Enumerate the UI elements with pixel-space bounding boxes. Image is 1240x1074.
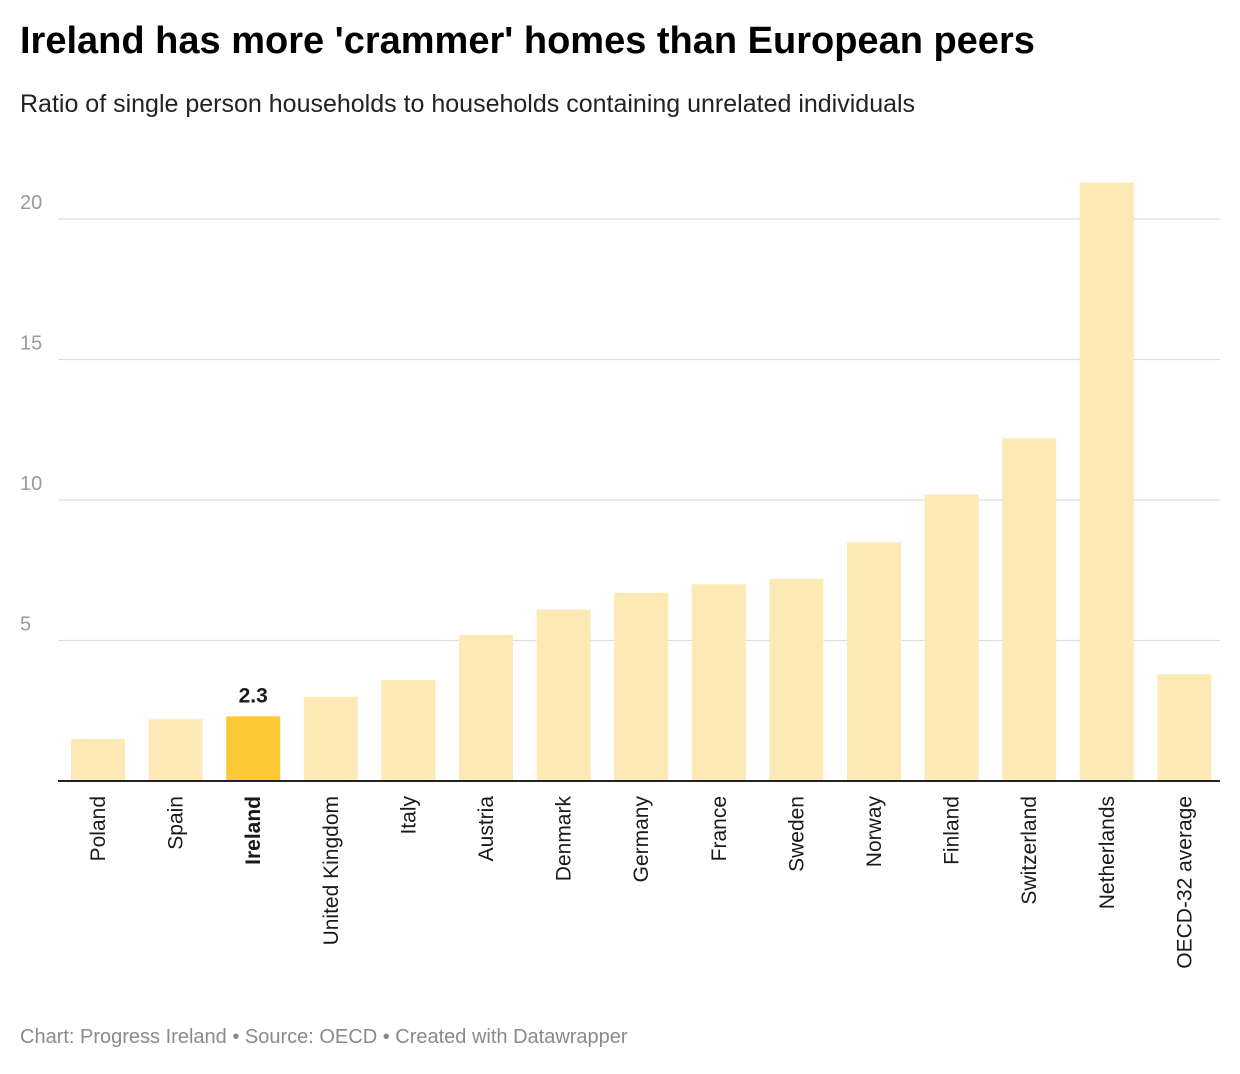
category-label-italy: Italy	[397, 796, 420, 835]
bar-denmark	[536, 609, 591, 781]
data-labels: 2.3	[239, 684, 268, 707]
bar-sweden	[769, 578, 824, 781]
chart-footer: Chart: Progress Ireland • Source: OECD •…	[20, 1026, 628, 1048]
data-label-ireland: 2.3	[239, 684, 268, 707]
bar-ireland	[226, 716, 281, 781]
y-tick-label-20: 20	[20, 192, 42, 214]
category-labels: Poland Spain Ireland United Kingdom Italy Aus…	[87, 796, 1196, 969]
bar-oecd-32-average	[1157, 674, 1212, 781]
category-label-poland: Poland	[87, 796, 110, 861]
y-tick-label-5: 5	[20, 614, 31, 636]
category-label-austria: Austria	[475, 796, 498, 862]
category-label-netherlands: Netherlands	[1096, 796, 1119, 909]
category-label-switzerland: Switzerland	[1018, 796, 1041, 905]
category-label-sweden: Sweden	[785, 796, 808, 872]
bar-austria	[459, 634, 513, 781]
bar-norway	[847, 542, 901, 781]
category-label-denmark: Denmark	[553, 796, 576, 882]
category-label-germany: Germany	[630, 796, 653, 883]
category-label-ireland: Ireland	[242, 796, 265, 865]
category-label-france: France	[708, 796, 731, 861]
category-label-spain: Spain	[165, 796, 188, 850]
y-tick-label-10: 10	[20, 473, 42, 495]
bar-finland	[924, 494, 979, 781]
bar-netherlands	[1079, 182, 1134, 782]
bar-united-kingdom	[303, 696, 358, 781]
bar-spain	[148, 719, 203, 781]
chart-title: Ireland has more 'crammer' homes than Eu…	[20, 20, 1035, 62]
category-label-united-kingdom: United Kingdom	[320, 796, 343, 945]
bar-france	[691, 584, 746, 781]
category-label-norway: Norway	[863, 796, 886, 868]
bar-poland	[71, 738, 125, 781]
bar-chart: 5 10 15 20 2.3 Poland Spain Ireland United Kin…	[20, 182, 1220, 969]
y-tick-label-15: 15	[20, 333, 42, 355]
bar-italy	[381, 679, 436, 781]
bars	[71, 182, 1212, 782]
bar-germany	[614, 592, 669, 781]
bar-switzerland	[1002, 438, 1057, 781]
chart-subtitle: Ratio of single person households to hou…	[20, 90, 916, 118]
category-label-oecd-32-average: OECD-32 average	[1173, 796, 1196, 969]
category-label-finland: Finland	[941, 796, 964, 865]
